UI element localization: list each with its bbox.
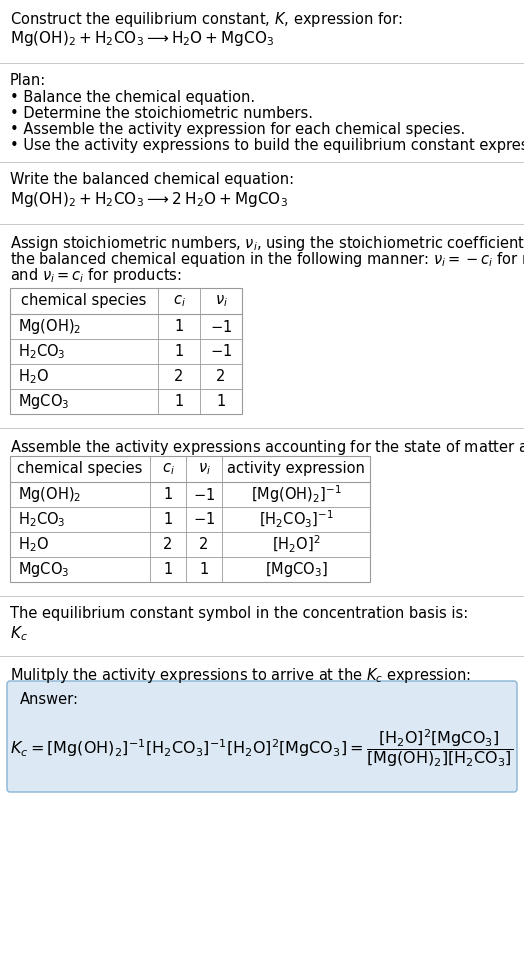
- Text: 2: 2: [199, 537, 209, 552]
- Text: the balanced chemical equation in the following manner: $\nu_i = -c_i$ for react: the balanced chemical equation in the fo…: [10, 250, 524, 269]
- Text: 1: 1: [163, 487, 172, 502]
- Text: $\mathrm{H_2O}$: $\mathrm{H_2O}$: [18, 367, 49, 386]
- Text: Mulitply the activity expressions to arrive at the $K_c$ expression:: Mulitply the activity expressions to arr…: [10, 666, 471, 685]
- Text: $\nu_i$: $\nu_i$: [198, 461, 211, 477]
- Text: 2: 2: [216, 369, 226, 384]
- Text: • Assemble the activity expression for each chemical species.: • Assemble the activity expression for e…: [10, 122, 465, 137]
- Text: • Determine the stoichiometric numbers.: • Determine the stoichiometric numbers.: [10, 106, 313, 121]
- Text: $[\mathrm{H_2O}]^{2}$: $[\mathrm{H_2O}]^{2}$: [272, 534, 320, 555]
- Text: Answer:: Answer:: [20, 692, 79, 707]
- Text: and $\nu_i = c_i$ for products:: and $\nu_i = c_i$ for products:: [10, 266, 182, 285]
- Text: $\mathrm{MgCO_3}$: $\mathrm{MgCO_3}$: [18, 560, 69, 579]
- Text: 1: 1: [199, 562, 209, 577]
- Text: $K_c$: $K_c$: [10, 624, 28, 643]
- Text: 1: 1: [216, 394, 226, 409]
- Text: $\mathrm{H_2CO_3}$: $\mathrm{H_2CO_3}$: [18, 510, 66, 528]
- Text: $-1$: $-1$: [193, 486, 215, 503]
- Text: Construct the equilibrium constant, $K$, expression for:: Construct the equilibrium constant, $K$,…: [10, 10, 402, 29]
- Text: 2: 2: [163, 537, 173, 552]
- FancyBboxPatch shape: [7, 681, 517, 792]
- Text: 1: 1: [163, 512, 172, 527]
- Text: $c_i$: $c_i$: [161, 461, 174, 477]
- Text: 1: 1: [174, 319, 183, 334]
- Text: $\mathrm{Mg(OH)_2}$: $\mathrm{Mg(OH)_2}$: [18, 317, 81, 336]
- Text: $K_c = [\mathrm{Mg(OH)_2}]^{-1}[\mathrm{H_2CO_3}]^{-1}[\mathrm{H_2O}]^{2}[\mathr: $K_c = [\mathrm{Mg(OH)_2}]^{-1}[\mathrm{…: [10, 728, 514, 769]
- Text: $-1$: $-1$: [193, 511, 215, 527]
- Text: 2: 2: [174, 369, 184, 384]
- Text: 1: 1: [174, 344, 183, 359]
- Text: $\mathrm{MgCO_3}$: $\mathrm{MgCO_3}$: [18, 392, 69, 411]
- Text: $\mathrm{H_2CO_3}$: $\mathrm{H_2CO_3}$: [18, 342, 66, 361]
- Text: • Use the activity expressions to build the equilibrium constant expression.: • Use the activity expressions to build …: [10, 138, 524, 153]
- Text: Plan:: Plan:: [10, 73, 46, 88]
- Bar: [10, 288, 242, 414]
- Text: • Balance the chemical equation.: • Balance the chemical equation.: [10, 90, 255, 105]
- Text: 1: 1: [174, 394, 183, 409]
- Text: The equilibrium constant symbol in the concentration basis is:: The equilibrium constant symbol in the c…: [10, 606, 468, 621]
- Text: $[\mathrm{MgCO_3}]$: $[\mathrm{MgCO_3}]$: [265, 560, 328, 579]
- Text: $[\mathrm{Mg(OH)_2}]^{-1}$: $[\mathrm{Mg(OH)_2}]^{-1}$: [250, 483, 341, 505]
- Text: 1: 1: [163, 562, 172, 577]
- Text: Assemble the activity expressions accounting for the state of matter and $\nu_i$: Assemble the activity expressions accoun…: [10, 438, 524, 457]
- Text: $\mathrm{H_2O}$: $\mathrm{H_2O}$: [18, 535, 49, 554]
- Text: activity expression: activity expression: [227, 461, 365, 477]
- Text: Assign stoichiometric numbers, $\nu_i$, using the stoichiometric coefficients, $: Assign stoichiometric numbers, $\nu_i$, …: [10, 234, 524, 253]
- Text: $\nu_i$: $\nu_i$: [214, 293, 227, 309]
- Text: chemical species: chemical species: [17, 461, 143, 477]
- Text: Write the balanced chemical equation:: Write the balanced chemical equation:: [10, 172, 294, 187]
- Text: $-1$: $-1$: [210, 318, 232, 335]
- Text: $\mathrm{Mg(OH)_2 + H_2CO_3 \longrightarrow 2\;H_2O + MgCO_3}$: $\mathrm{Mg(OH)_2 + H_2CO_3 \longrightar…: [10, 190, 288, 209]
- Text: $-1$: $-1$: [210, 343, 232, 360]
- Text: $c_i$: $c_i$: [172, 293, 185, 309]
- Bar: [10, 456, 370, 582]
- Text: $[\mathrm{H_2CO_3}]^{-1}$: $[\mathrm{H_2CO_3}]^{-1}$: [259, 509, 333, 530]
- Text: $\mathrm{Mg(OH)_2 + H_2CO_3 \longrightarrow H_2O + MgCO_3}$: $\mathrm{Mg(OH)_2 + H_2CO_3 \longrightar…: [10, 29, 274, 48]
- Text: $\mathrm{Mg(OH)_2}$: $\mathrm{Mg(OH)_2}$: [18, 485, 81, 504]
- Text: chemical species: chemical species: [21, 293, 147, 309]
